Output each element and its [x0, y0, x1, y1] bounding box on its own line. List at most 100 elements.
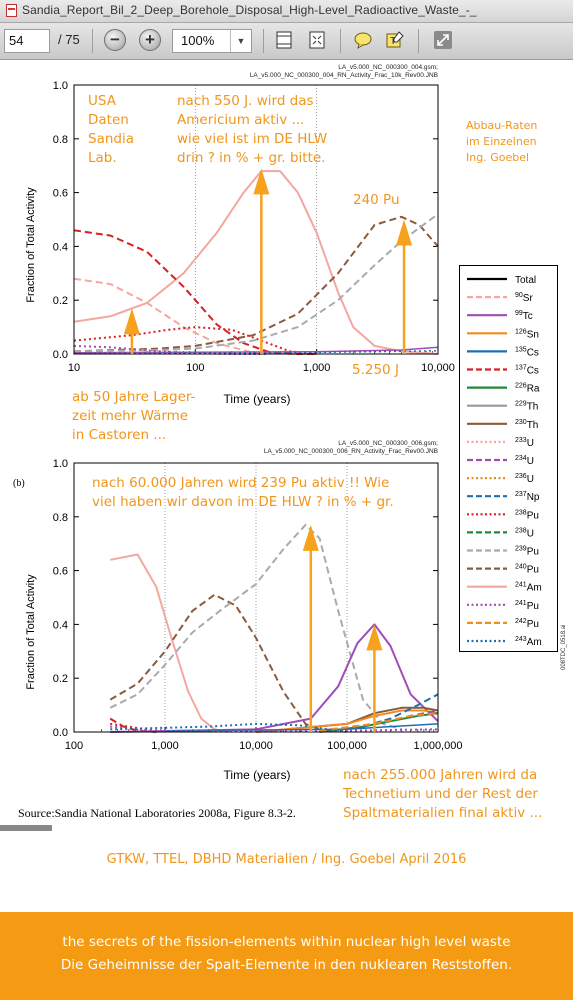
x-tick-label: 1,000 — [303, 362, 331, 374]
chevron-down-icon: ▼ — [230, 30, 251, 52]
credit-line: GTKW, TTEL, DBHD Materialien / Ing. Goeb… — [106, 852, 467, 867]
chart-b-xlabel: Time (years) — [224, 768, 291, 782]
legend-label: 126Sn — [515, 328, 539, 340]
y-tick-label: 0.0 — [53, 727, 68, 739]
chart-b-ylabel: Fraction of Total Activity — [25, 574, 37, 690]
x-tick-label: 100,000 — [327, 740, 367, 752]
annotation-line: Americium aktiv ... — [177, 112, 305, 128]
footer-rule — [0, 825, 52, 831]
chart-a-header-1: LA_v5.000_NC_000300_004.gsm; — [338, 64, 438, 71]
annotation-arrowhead — [366, 624, 383, 651]
legend-label: 229Th — [515, 401, 538, 413]
page-total: / 75 — [58, 32, 80, 47]
annotation-line: Technetium und der Rest der — [343, 786, 538, 802]
y-tick-label: 0.2 — [53, 673, 68, 685]
legend-label: 241Am — [515, 582, 542, 594]
zoom-select[interactable]: 100% ▼ — [172, 29, 252, 53]
y-tick-label: 0.4 — [53, 619, 68, 631]
annotation-line: Lab. — [88, 150, 117, 166]
fit-width-icon[interactable] — [274, 30, 294, 50]
svg-text:T: T — [390, 36, 396, 47]
chart-a: LA_v5.000_NC_000300_004.gsm; LA_v5.000_N… — [25, 64, 455, 406]
series-line-240Pu — [73, 215, 439, 353]
legend-label: 233U — [515, 437, 534, 449]
pdf-document-icon — [6, 4, 17, 17]
series-line-238Pu — [73, 326, 317, 355]
x-tick-label: 1,000 — [151, 740, 179, 752]
chart-b-header-2: LA_v5.000_NC_000300_006_RN_Activity_Frac… — [264, 448, 438, 455]
zoom-value: 100% — [181, 33, 215, 48]
legend-label: 230Th — [515, 419, 538, 431]
series-line-237Np — [319, 693, 439, 732]
y-tick-label: 0.6 — [53, 188, 68, 200]
zoom-out-button[interactable]: − — [104, 29, 126, 51]
y-tick-label: 0.2 — [53, 295, 68, 307]
plot-area — [74, 463, 438, 732]
annotation-line: nach 60.000 Jahren wird 239 Pu aktiv !! … — [92, 475, 390, 491]
series-line-99Tc — [110, 623, 439, 733]
series-line-242Pu — [319, 712, 439, 732]
toolbar-divider — [340, 29, 341, 53]
legend-label: 226Ra — [515, 383, 540, 395]
fit-page-icon[interactable] — [307, 30, 327, 50]
page-number-value: 54 — [9, 33, 24, 48]
series-line-135Cs — [164, 723, 439, 732]
pdf-toolbar: 54 / 75 − + 100% ▼ T — [0, 23, 573, 60]
fullscreen-icon[interactable] — [433, 30, 453, 50]
annotation-line: drin ? in % + gr. bitte. — [177, 150, 326, 166]
plot-frame — [73, 462, 439, 733]
annotation-line: Abbau-Raten — [466, 119, 538, 132]
chart-b: LA_v5.000_NC_000300_006.gsm; LA_v5.000_N… — [25, 440, 463, 782]
annotation-arrowhead — [396, 219, 413, 246]
annotation-line: nach 550 J. wird das — [177, 93, 314, 109]
legend-label: 238U — [515, 527, 534, 539]
series-line-241Am — [73, 170, 439, 355]
legend-label: 236U — [515, 473, 534, 485]
annotation-castor: ab 50 Jahre Lager- zeit mehr Wärme in Ca… — [72, 388, 196, 445]
banner-line-english: the secrets of the fission-elements with… — [62, 934, 511, 950]
legend-label: 239Pu — [515, 546, 539, 558]
figure-source: Source:Sandia National Laboratories 2008… — [18, 806, 296, 820]
annotation-abbau-raten: Abbau-Raten im Einzelnen Ing. Goebel — [466, 118, 537, 166]
highlight-text-icon[interactable]: T — [385, 30, 405, 50]
figure-code: 008TDC_0518.ai — [561, 624, 567, 670]
plot-area — [74, 85, 438, 354]
chart-a-ylabel: Fraction of Total Activity — [25, 187, 37, 303]
chart-a-header-2: LA_v5.000_NC_000300_004_RN_Activity_Frac… — [250, 72, 438, 79]
y-tick-label: 1.0 — [53, 458, 68, 470]
banner-line-german: Die Geheimnisse der Spalt-Elemente in de… — [60, 957, 513, 973]
x-tick-label: 1,000,000 — [414, 740, 463, 752]
x-tick-label: 10,000 — [421, 362, 455, 374]
window-title-bar: Sandia_Report_Bil_2_Deep_Borehole_Dispos… — [0, 0, 573, 23]
chart-a-xlabel: Time (years) — [224, 392, 291, 406]
series-line-243Am — [73, 350, 439, 355]
legend-label: 242Pu — [515, 618, 539, 630]
zoom-in-button[interactable]: + — [139, 29, 161, 51]
annotation-usa-data: USA Daten Sandia Lab. — [88, 92, 134, 168]
panel-b-label: (b) — [13, 478, 25, 489]
plot-frame — [73, 84, 439, 355]
y-tick-label: 0.8 — [53, 134, 68, 146]
legend-label: 137Cs — [515, 365, 539, 377]
annotation-line: Spaltmaterialien final aktiv ... — [343, 805, 543, 821]
y-tick-label: 0.8 — [53, 512, 68, 524]
legend-label: 99Tc — [515, 310, 533, 322]
annotation-line: zeit mehr Wärme — [72, 408, 189, 424]
series-line-126Sn — [255, 709, 439, 733]
series-line-243Am — [110, 722, 348, 733]
series-line-137Cs — [73, 229, 317, 355]
x-tick-label: 100 — [65, 740, 83, 752]
y-tick-label: 0.4 — [53, 241, 68, 253]
comment-icon[interactable] — [353, 30, 373, 50]
page-number-input[interactable]: 54 — [4, 29, 50, 53]
annotation-arrowhead — [123, 308, 140, 335]
legend-label: 243Am — [515, 636, 542, 648]
legend-label: 237Np — [515, 491, 540, 503]
y-tick-label: 0.0 — [53, 349, 68, 361]
series-line-240Pu — [109, 593, 320, 731]
annotation-line: in Castoren ... — [72, 427, 167, 443]
series-line-239Pu — [109, 523, 403, 731]
chart-legend: Total 90Sr 99Tc 126Sn 135Cs 137Cs 226Ra 229Th 23… — [459, 265, 558, 652]
annotation-arrowhead — [302, 524, 319, 551]
x-tick-label: 100 — [186, 362, 204, 374]
